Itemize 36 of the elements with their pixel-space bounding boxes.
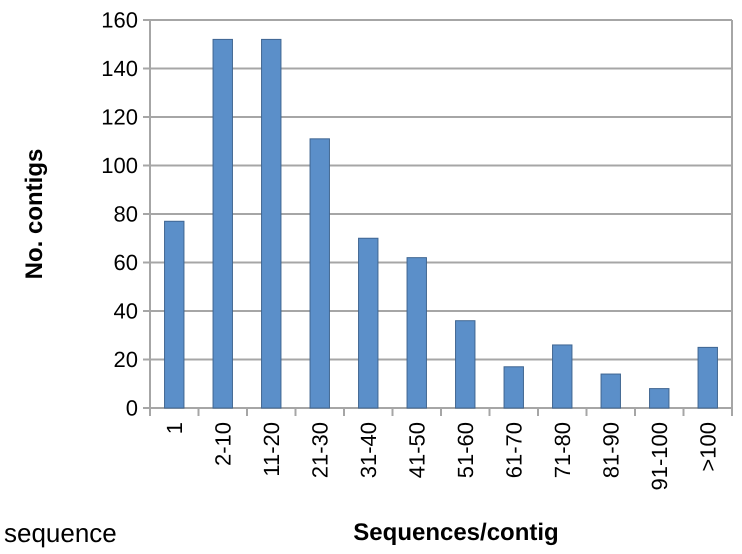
y-axis-title: No. contigs: [21, 148, 48, 280]
bar: [358, 238, 378, 408]
bar: [698, 346, 718, 408]
x-tick-label: 51-60: [452, 422, 478, 478]
y-tick-label: 100: [101, 153, 138, 178]
x-tick-label: 41-50: [404, 422, 430, 478]
x-tick-label: 2-10: [210, 422, 236, 466]
y-tick-label: 40: [114, 298, 138, 324]
bar: [261, 38, 282, 408]
y-tick-label: 160: [101, 8, 138, 33]
x-tick-label: 21-30: [307, 422, 332, 478]
y-tick-label: 80: [114, 202, 138, 227]
bar: [455, 320, 476, 408]
y-tick-label: 0: [126, 396, 138, 421]
bar: [504, 366, 524, 408]
y-tick-label: 60: [114, 250, 138, 276]
bar: [310, 138, 330, 408]
x-tick-label: 91-100: [646, 422, 672, 491]
text: sequence: [4, 518, 117, 548]
bar: [212, 38, 233, 408]
x-tick-label: 1: [162, 422, 187, 434]
x-axis-title: Sequences/contig: [353, 519, 559, 546]
x-tick-label: >100: [695, 422, 720, 472]
y-tick-label: 140: [101, 56, 138, 82]
y-tick-label: 120: [101, 104, 138, 130]
bar: [649, 388, 670, 408]
x-tick-label: 11-20: [258, 422, 284, 477]
bar: [164, 220, 184, 408]
x-tick-label: 81-90: [598, 422, 624, 478]
x-tick-label: 61-70: [501, 422, 526, 478]
x-tick-label: 71-80: [550, 422, 575, 478]
y-tick-label: 20: [114, 347, 138, 372]
bar: [552, 344, 572, 408]
x-tick-label: 31-40: [356, 422, 381, 478]
bar: [406, 257, 427, 408]
bar: [600, 374, 621, 408]
